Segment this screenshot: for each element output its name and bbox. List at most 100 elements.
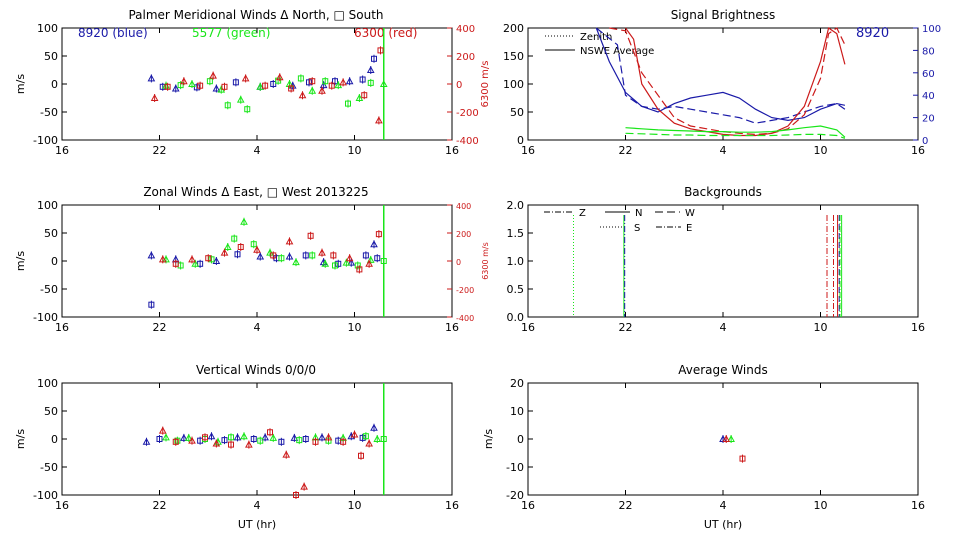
x-tick-label: 16 xyxy=(55,499,69,512)
y-tick-label: 50 xyxy=(44,50,58,63)
plot-frame xyxy=(61,382,453,496)
y2-tick-label: 100 xyxy=(922,24,941,35)
y-tick-label: -50 xyxy=(40,106,58,119)
x-tick-label: 4 xyxy=(254,144,261,157)
legend-w: W xyxy=(685,208,695,219)
x-tick-label: 16 xyxy=(55,321,69,334)
x-tick-label: 4 xyxy=(254,499,261,512)
y-tick-label: 50 xyxy=(44,227,58,240)
x-tick-label: 16 xyxy=(911,144,925,157)
x-axis-label: UT (hr) xyxy=(238,518,276,531)
y-tick-label: -100 xyxy=(33,134,58,147)
series-marks xyxy=(142,383,387,499)
y2-ticks: 100 80 60 40 20 0 xyxy=(913,24,941,147)
x-tick-label: 4 xyxy=(254,321,261,334)
y-tick-label: 0 xyxy=(517,134,524,147)
y-tick-label: 20 xyxy=(510,377,524,390)
y2-axis-label: 6300 m/s xyxy=(481,242,490,280)
x-tick-label: 16 xyxy=(445,144,459,157)
panel-title: Zonal Winds Δ East, □ West 2013225 xyxy=(143,185,368,199)
y-tick-label: 0.0 xyxy=(507,311,525,324)
y-tick-label: 1.0 xyxy=(507,255,525,268)
panel-zonal-winds: Zonal Winds Δ East, □ West 2013225 m/s 6… xyxy=(14,185,490,334)
legend-z: Z xyxy=(579,208,586,219)
y-ticks: 100 50 0 -50 -100 xyxy=(33,22,67,147)
x-tick-label: 10 xyxy=(348,144,362,157)
y-tick-label: 100 xyxy=(37,377,58,390)
x-tick-label: 16 xyxy=(55,144,69,157)
panel-title: Palmer Meridional Winds Δ North, □ South xyxy=(128,8,383,22)
y-tick-label: 100 xyxy=(37,199,58,212)
x-ticks: 16 22 4 10 16 xyxy=(55,28,459,157)
y-tick-label: 50 xyxy=(44,405,58,418)
series-line-8920-nswe-average xyxy=(595,27,846,122)
legend: Zenith NSWE Average xyxy=(545,32,654,57)
y-tick-label: 0 xyxy=(51,78,58,91)
panel-title: Average Winds xyxy=(678,363,768,377)
y2-tick-label: 40 xyxy=(922,91,935,102)
panel-title: Signal Brightness xyxy=(671,8,776,22)
x-ticks: 16 22 4 10 16 xyxy=(55,205,459,334)
y-tick-label: -100 xyxy=(33,311,58,324)
y-tick-label: 1.5 xyxy=(507,227,525,240)
y2-tick-label: 0 xyxy=(922,136,928,147)
y-tick-label: 0 xyxy=(517,433,524,446)
y-tick-label: 150 xyxy=(503,50,524,63)
y-ticks: 100 50 0 -50 -100 xyxy=(33,377,67,502)
y2-axis-label: 6300 m/s xyxy=(480,61,491,108)
y-axis-label: m/s xyxy=(14,74,27,94)
legend-6300: 6300 (red) xyxy=(354,26,417,40)
legend-n: N xyxy=(635,208,642,219)
x-ticks: 16 22 4 10 16 xyxy=(521,28,925,157)
y-axis-label: m/s xyxy=(482,429,495,449)
x-tick-label: 10 xyxy=(814,499,828,512)
legend-zenith: Zenith xyxy=(580,32,612,43)
legend-8920: 8920 (blue) xyxy=(78,26,148,40)
x-tick-label: 10 xyxy=(348,499,362,512)
x-tick-label: 16 xyxy=(445,499,459,512)
series-marks xyxy=(147,28,388,140)
x-tick-label: 22 xyxy=(619,144,633,157)
panel-meridional-winds: Palmer Meridional Winds Δ North, □ South… xyxy=(14,8,491,157)
y-tick-label: 0 xyxy=(51,433,58,446)
panel-vertical-winds: Vertical Winds 0/0/0 m/s UT (hr) 100 50 0 -… xyxy=(14,363,459,531)
y2-ticks: 400 200 0 -200 -400 xyxy=(447,24,479,147)
y2-tick-label: 400 xyxy=(456,202,471,211)
y2-tick-label: 20 xyxy=(922,114,935,125)
y2-tick-label: -400 xyxy=(456,136,479,147)
legend-s: S xyxy=(634,223,640,234)
y-tick-label: 50 xyxy=(510,106,524,119)
x-ticks: 16 22 4 10 16 xyxy=(521,383,925,512)
x-tick-label: 10 xyxy=(814,144,828,157)
plot-frame xyxy=(61,27,453,141)
x-tick-label: 22 xyxy=(153,321,167,334)
y-tick-label: 0.5 xyxy=(507,283,525,296)
x-tick-label: 16 xyxy=(911,321,925,334)
y-tick-label: 100 xyxy=(503,78,524,91)
y-tick-label: 10 xyxy=(510,405,524,418)
y-ticks: 200 150 100 50 0 xyxy=(503,22,533,147)
y2-tick-label: 200 xyxy=(456,230,471,239)
plot-frame xyxy=(61,204,453,318)
y2-tick-label: 0 xyxy=(456,258,461,267)
series-marks xyxy=(147,205,387,317)
y2-tick-label: -400 xyxy=(456,314,474,323)
legend: Z N W S E xyxy=(544,208,695,234)
x-tick-label: 16 xyxy=(445,321,459,334)
plot-frame xyxy=(527,204,919,318)
x-ticks: 16 22 4 10 16 xyxy=(55,383,459,512)
panel-signal-brightness: Signal Brightness Zenith NSWE Average 89… xyxy=(503,8,941,157)
legend-e: E xyxy=(686,223,692,234)
y2-tick-label: 400 xyxy=(456,24,475,35)
x-tick-label: 22 xyxy=(619,499,633,512)
series-line-6300-zenith xyxy=(609,27,846,136)
panel-backgrounds: Backgrounds Z N W S E 2.0 1.5 1.0 0.5 0.0 16… xyxy=(507,185,926,334)
y-ticks: 20 10 0 -10 -20 xyxy=(506,377,533,502)
x-tick-label: 22 xyxy=(153,499,167,512)
y2-tick-label: 200 xyxy=(456,52,475,63)
y-tick-label: -50 xyxy=(40,461,58,474)
series-line-6300-nswe-average xyxy=(625,27,846,137)
x-tick-label: 16 xyxy=(911,499,925,512)
label-8920: 8920 xyxy=(856,26,889,41)
